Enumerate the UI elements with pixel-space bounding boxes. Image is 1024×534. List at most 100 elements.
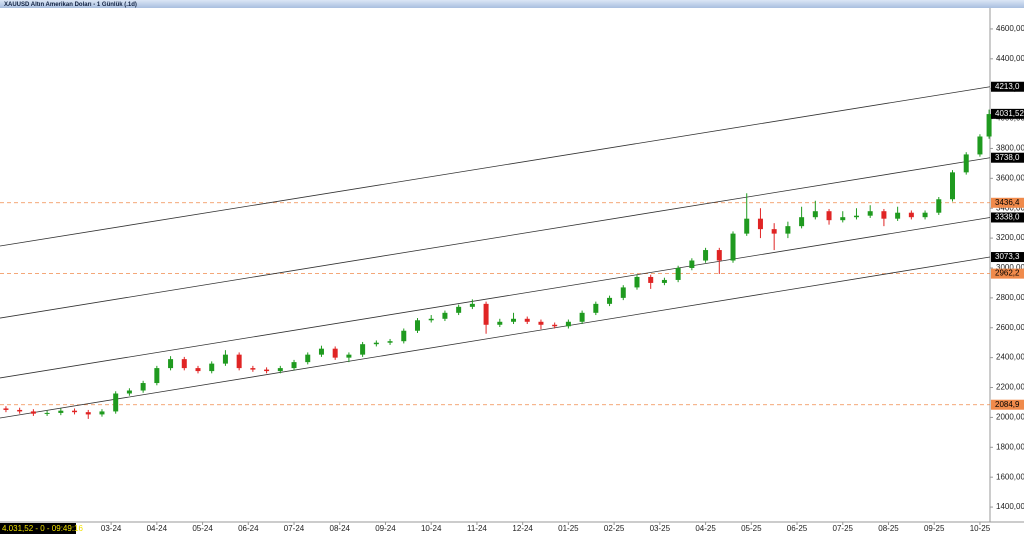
candle-body <box>277 368 283 372</box>
x-tick-label: 04-24 <box>147 524 168 533</box>
candle-body <box>140 383 146 391</box>
trend-line <box>0 256 991 419</box>
title-bar <box>0 0 1024 8</box>
candle-body <box>222 354 228 364</box>
candle-body <box>483 303 489 325</box>
y-tick-label: 2600,00 <box>996 323 1024 332</box>
plot: 1400,00 1600,00 1800,00 2000,00 2200,00 2400,… <box>0 24 1024 533</box>
candle-body <box>963 154 969 173</box>
status-box <box>0 523 76 534</box>
x-tick-label: 08-25 <box>878 524 899 533</box>
trend-label-box <box>991 152 1024 163</box>
x-tick-label: 07-25 <box>833 524 854 533</box>
trend-line <box>0 157 991 319</box>
candle-body <box>360 344 366 355</box>
level-label-box <box>991 268 1024 279</box>
candle-body <box>456 306 462 313</box>
y-tick-label: 2200,00 <box>996 383 1024 392</box>
candle-body <box>950 172 956 200</box>
candle-body <box>840 217 846 221</box>
candle-body <box>291 362 297 369</box>
candle-body <box>305 354 311 363</box>
candle-body <box>209 363 215 372</box>
candle-body <box>401 330 407 342</box>
candle-body <box>579 312 585 322</box>
candle-body <box>936 199 942 213</box>
last-price-label: 4031,52 <box>995 109 1024 118</box>
trend-label: 4213,0 <box>995 82 1020 91</box>
x-tick-label: 06-24 <box>238 524 259 533</box>
candle-body <box>661 279 667 283</box>
y-tick-label: 3400,00 <box>996 203 1024 212</box>
y-tick-label: 2400,00 <box>996 353 1024 362</box>
x-tick-label: 05-25 <box>741 524 762 533</box>
x-tick-label: 02-25 <box>604 524 625 533</box>
y-tick-label: 1800,00 <box>996 442 1024 451</box>
candle-body <box>675 267 681 280</box>
candle-body <box>607 297 613 304</box>
y-tick-label: 2800,00 <box>996 293 1024 302</box>
candle-body <box>264 369 270 372</box>
candle-body <box>3 408 9 410</box>
candle-body <box>17 409 23 412</box>
candle-body <box>620 287 626 298</box>
candle-body <box>236 354 242 369</box>
y-tick-label: 3200,00 <box>996 233 1024 242</box>
candle-body <box>469 303 475 307</box>
level-label-box <box>991 197 1024 208</box>
candle-body <box>689 260 695 268</box>
candle-body <box>346 354 352 358</box>
overlay: 3436,4 2962,2 2084,9 4213,0 3738,0 3338,0 3073… <box>991 81 1024 410</box>
candle-body <box>826 211 832 221</box>
candle-body <box>908 212 914 218</box>
candle-body <box>593 303 599 313</box>
candle-body <box>771 229 777 234</box>
candle-body <box>99 411 105 415</box>
candle-body <box>977 136 983 155</box>
candle-body <box>30 411 36 414</box>
y-tick-label: 4600,00 <box>996 24 1024 33</box>
x-tick-label: 08-24 <box>330 524 351 533</box>
candle-body <box>511 318 517 322</box>
candle-body <box>44 412 50 414</box>
candle-body <box>332 348 338 358</box>
candle-body <box>552 324 558 327</box>
candle-body <box>895 212 901 219</box>
trend-label-box <box>991 212 1024 223</box>
candle-body <box>986 114 992 137</box>
x-tick-label: 07-24 <box>284 524 305 533</box>
y-tick-label: 3000,00 <box>996 263 1024 272</box>
status-text: 4.031,52 - 0 - 09:49:16 <box>2 524 84 533</box>
trend-line <box>0 86 991 247</box>
x-tick-label: 05-24 <box>192 524 213 533</box>
candle-body <box>497 321 503 325</box>
candle-body <box>414 320 420 331</box>
level-label: 2084,9 <box>995 400 1020 409</box>
candle-body <box>703 250 709 261</box>
candle-body <box>648 276 654 283</box>
candle-body <box>730 233 736 261</box>
x-tick-label: 10-25 <box>970 524 991 533</box>
trend-line <box>0 217 991 379</box>
candle-body <box>757 218 763 230</box>
candle-body <box>195 368 201 372</box>
level-label: 2962,2 <box>995 269 1020 278</box>
x-tick-label: 03-25 <box>650 524 671 533</box>
x-tick-label: 10-24 <box>421 524 442 533</box>
candle-body <box>58 410 64 413</box>
candle-body <box>881 211 887 219</box>
trend-label: 3738,0 <box>995 153 1020 162</box>
candle-body <box>867 211 873 216</box>
candle-body <box>181 359 187 369</box>
candle-body <box>565 321 571 327</box>
candle-body <box>716 250 722 261</box>
trend-label: 3073,3 <box>995 252 1020 261</box>
candle-body <box>785 226 791 234</box>
candle-body <box>922 212 928 218</box>
candle-body <box>538 321 544 325</box>
candle-body <box>113 393 119 412</box>
candle-body <box>373 342 379 345</box>
y-tick-label: 2000,00 <box>996 413 1024 422</box>
candle-body <box>634 276 640 288</box>
